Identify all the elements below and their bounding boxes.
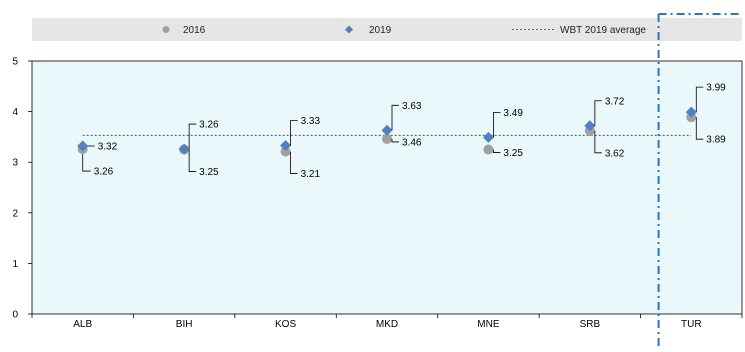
- point-2019-mkd: [381, 124, 393, 136]
- label-2019-kos: 3.33: [301, 116, 321, 127]
- x-tick-label: TUR: [681, 319, 702, 330]
- y-tick-label: 2: [12, 208, 18, 219]
- leader-2019-tur: [695, 86, 704, 113]
- label-2016-bih: 3.25: [199, 167, 219, 178]
- point-2019-mne: [482, 131, 494, 143]
- leader-2016-mne: [493, 149, 501, 153]
- label-2019-mkd: 3.63: [402, 101, 422, 112]
- leader-2019-bih: [188, 123, 197, 150]
- leader-2019-mkd: [391, 104, 399, 131]
- leader-2019-kos: [290, 120, 298, 146]
- x-tick-label: MNE: [477, 319, 500, 330]
- label-2019-tur: 3.99: [706, 83, 726, 94]
- label-2016-tur: 3.89: [706, 135, 726, 146]
- label-2016-mne: 3.25: [503, 148, 523, 159]
- legend-marker-2019: [345, 25, 353, 34]
- point-2016-mkd: [382, 133, 392, 144]
- point-2016-kos: [280, 146, 291, 157]
- point-2016-mne: [483, 144, 494, 155]
- leader-2016-kos: [290, 151, 298, 174]
- label-2016-alb: 3.26: [94, 167, 114, 178]
- y-tick-label: 4: [12, 107, 18, 118]
- label-2016-mkd: 3.46: [402, 137, 422, 148]
- y-tick-label: 3: [12, 158, 18, 169]
- leader-2019-srb: [594, 100, 602, 126]
- legend-label-2019: 2019: [369, 25, 392, 36]
- label-2016-kos: 3.21: [301, 169, 321, 180]
- point-2019-kos: [280, 140, 292, 152]
- label-2019-srb: 3.72: [605, 96, 625, 107]
- leader-2016-srb: [594, 130, 602, 154]
- x-tick-label: KOS: [275, 319, 296, 330]
- y-tick-label: 5: [12, 57, 18, 68]
- x-tick-label: ALB: [73, 319, 92, 330]
- label-2019-alb: 3.32: [98, 142, 118, 153]
- legend-label-average: WBT 2019 average: [560, 25, 646, 36]
- x-tick-label: MKD: [376, 319, 398, 330]
- point-2019-alb: [77, 140, 89, 152]
- legend-marker-2016: [162, 26, 170, 33]
- legend-label-2016: 2016: [183, 25, 206, 36]
- leader-2016-alb: [82, 154, 91, 172]
- point-2019-tur: [685, 106, 697, 118]
- point-2019-bih: [178, 143, 190, 155]
- leader-2016-tur: [695, 117, 704, 140]
- leader-2016-bih: [188, 149, 197, 172]
- label-2019-bih: 3.26: [199, 120, 219, 131]
- y-tick-label: 1: [12, 259, 18, 270]
- leader-2016-mkd: [391, 138, 399, 143]
- x-tick-label: SRB: [580, 319, 601, 330]
- x-tick-label: BIH: [176, 319, 193, 330]
- point-2019-srb: [584, 120, 596, 132]
- label-2016-srb: 3.62: [605, 148, 625, 159]
- leader-2019-mne: [493, 112, 501, 138]
- legend-background: [32, 18, 742, 41]
- plot-area: 0 1 2 3 4 5 ALB BIH KOS MKD MNE SRB TUR 3.32 3.26 3.26 3…: [12, 13, 743, 350]
- label-2019-mne: 3.49: [503, 108, 523, 119]
- plot-background: [31, 60, 743, 315]
- legend: 2016 2019 WBT 2019 average: [32, 18, 742, 41]
- y-tick-label: 0: [12, 310, 18, 321]
